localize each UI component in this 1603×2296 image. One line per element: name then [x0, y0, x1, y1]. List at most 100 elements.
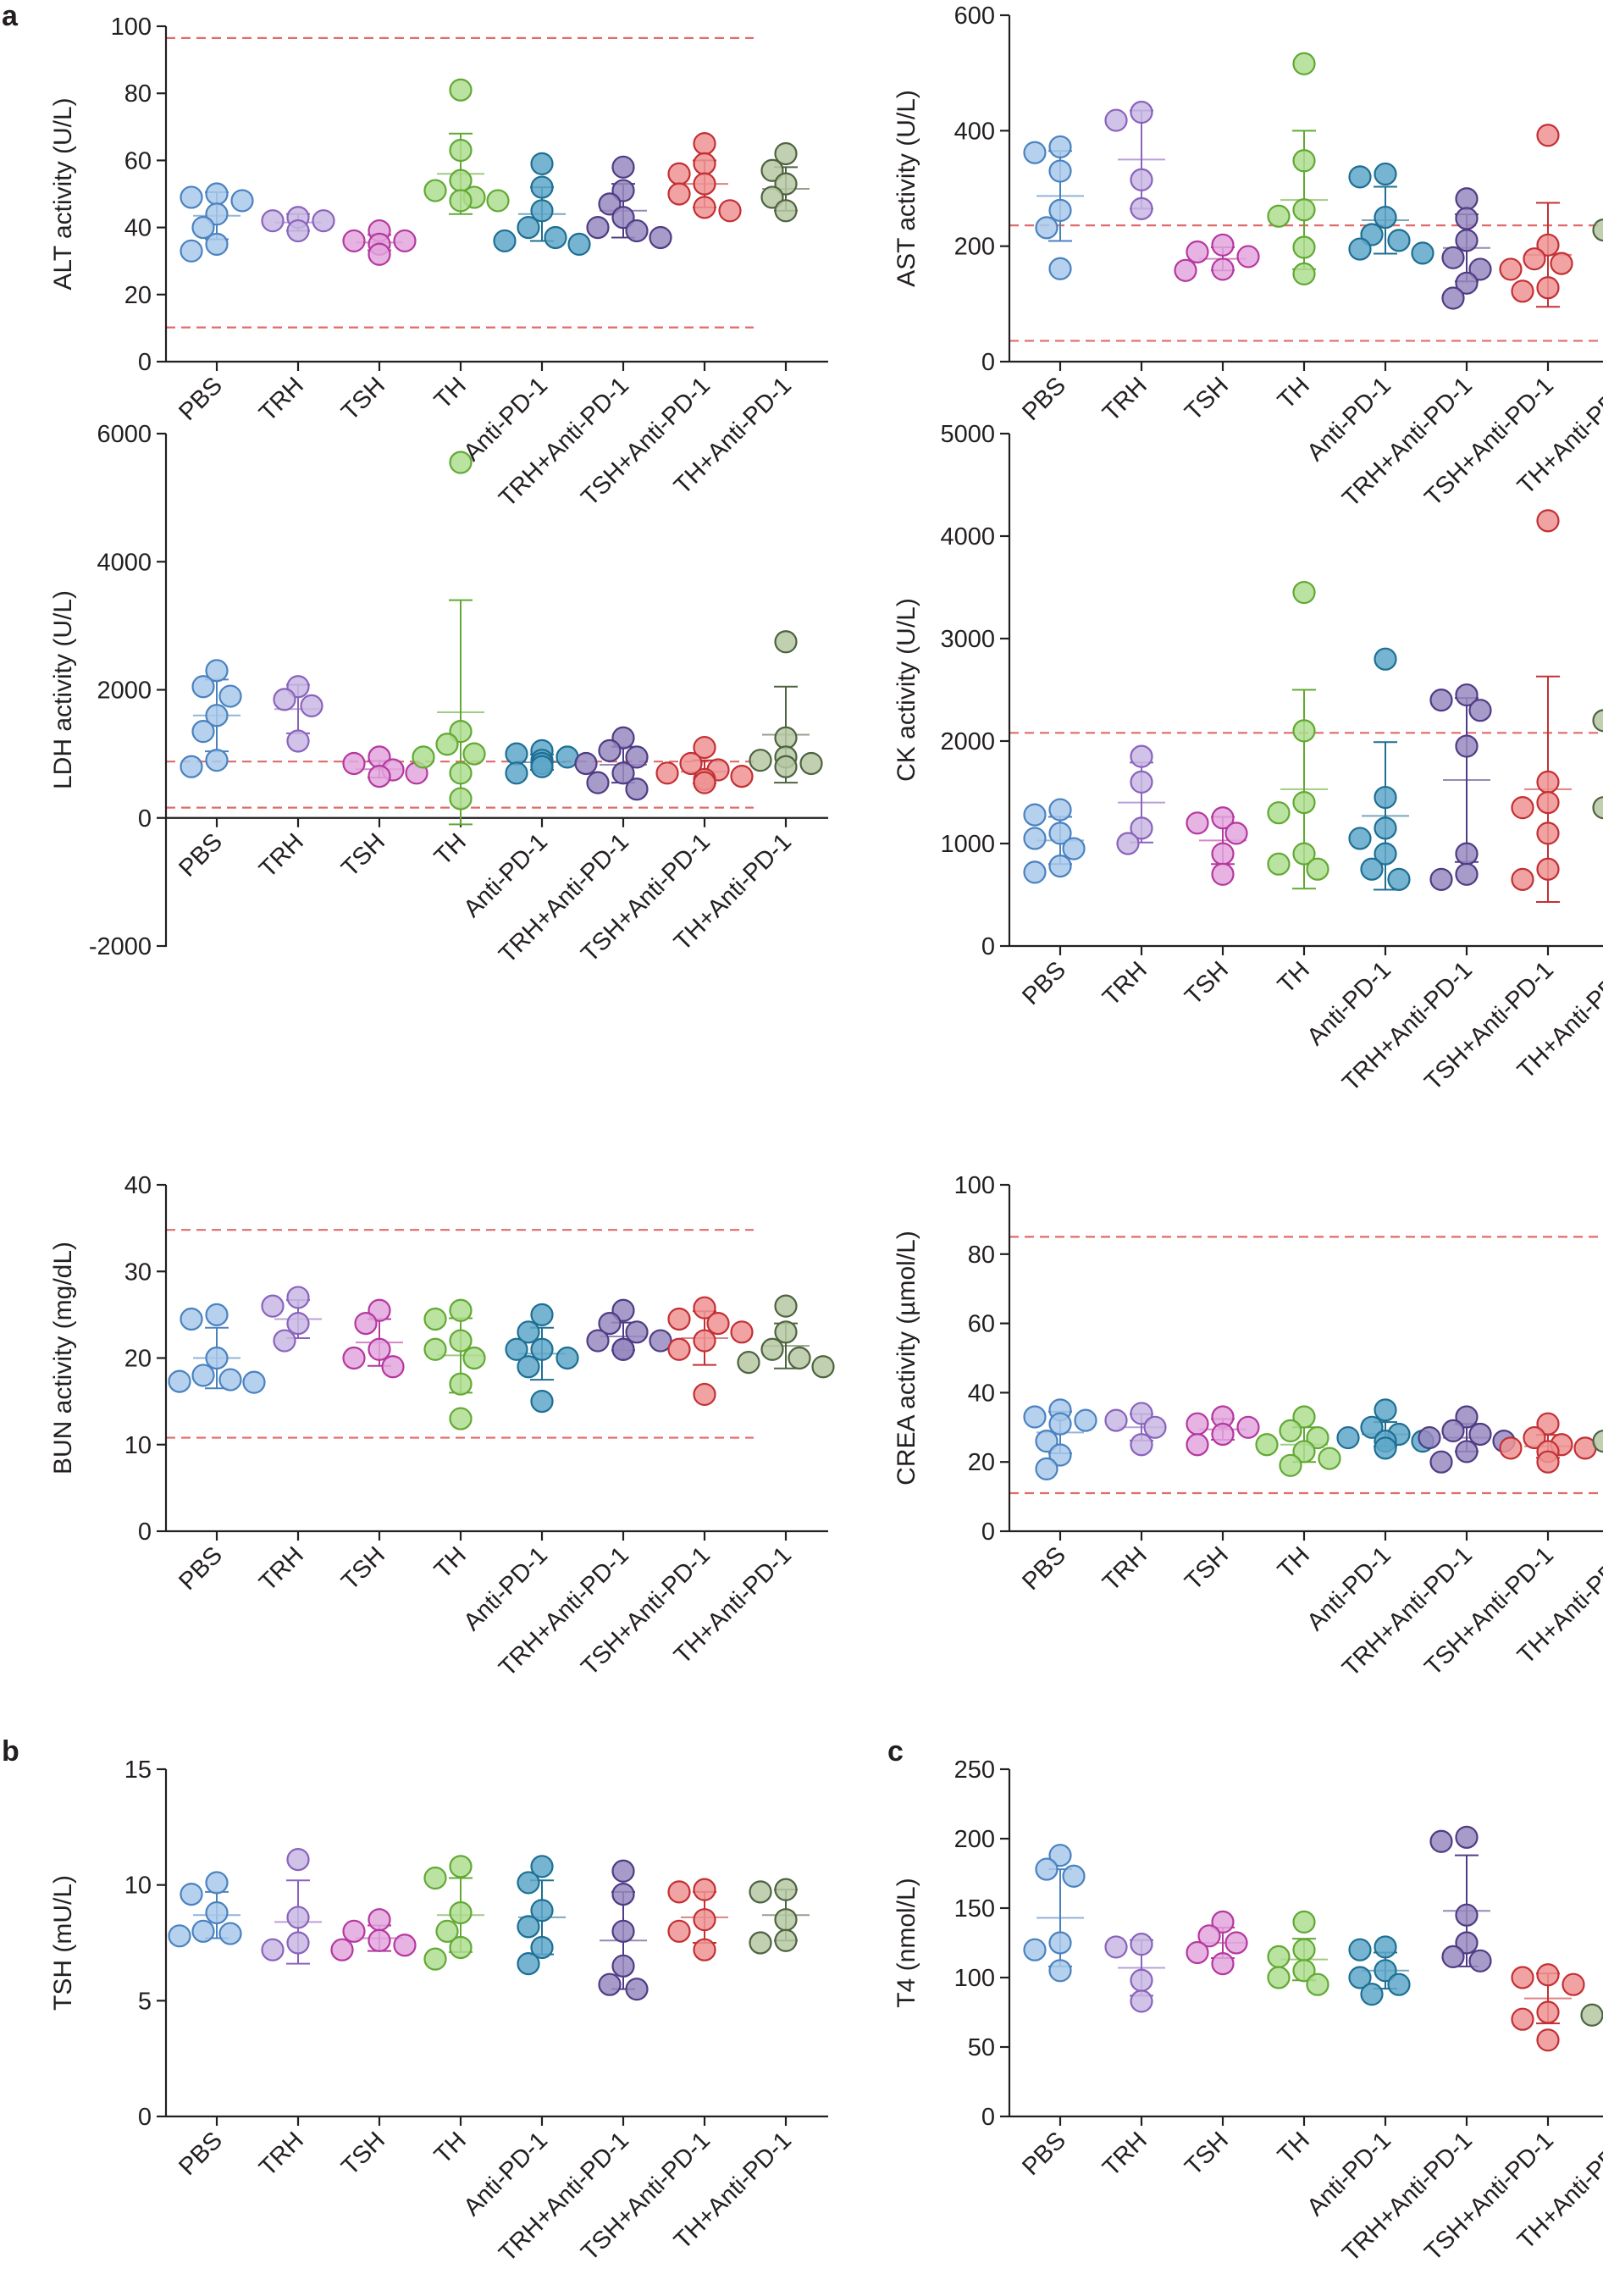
data-point: [261, 209, 285, 233]
y-tick-label: 0: [138, 2104, 152, 2131]
data-point: [1592, 709, 1603, 733]
data-point: [1267, 852, 1291, 876]
data-point: [1523, 1425, 1546, 1450]
data-point: [486, 189, 510, 213]
data-point: [205, 182, 229, 206]
data-point: [625, 1978, 649, 2001]
data-point: [1536, 1450, 1560, 1474]
y-tick-label: 600: [954, 3, 995, 30]
y-tick-label: 0: [981, 1519, 995, 1546]
data-point: [1130, 1968, 1153, 1992]
data-point: [1374, 842, 1397, 866]
data-point: [1116, 832, 1140, 855]
data-point: [205, 659, 229, 683]
data-point: [300, 694, 323, 718]
data-point: [1374, 1398, 1397, 1422]
x-tick-label: TSH: [1180, 372, 1234, 426]
data-point: [1336, 1425, 1360, 1450]
data-point: [1236, 245, 1260, 268]
x-tick-label: TH: [429, 1541, 472, 1584]
data-point: [1104, 1935, 1128, 1959]
data-point: [517, 216, 540, 240]
data-point: [774, 1294, 798, 1318]
data-point: [381, 1355, 405, 1379]
data-point: [517, 1355, 540, 1379]
data-point: [435, 733, 459, 756]
data-point: [1455, 1931, 1479, 1955]
y-tick-label: 400: [954, 118, 995, 145]
data-point: [1306, 1972, 1329, 1996]
data-point: [774, 1908, 798, 1932]
data-point: [1536, 233, 1560, 257]
x-tick-label: TH: [429, 828, 472, 871]
data-point: [449, 1935, 473, 1960]
y-tick-label: 100: [111, 14, 152, 41]
data-point: [1211, 1422, 1235, 1447]
data-point: [693, 196, 716, 219]
data-point: [1143, 1415, 1167, 1439]
data-point: [611, 179, 635, 202]
data-point: [1536, 276, 1560, 300]
data-point: [205, 232, 229, 256]
data-point: [625, 219, 649, 243]
x-tick-label: TRH: [254, 2127, 309, 2182]
data-point: [1499, 1436, 1523, 1460]
data-point: [449, 1372, 473, 1396]
data-point: [449, 1329, 473, 1353]
x-tick-label: PBS: [174, 372, 228, 426]
data-point: [168, 1369, 191, 1393]
data-point: [180, 1307, 203, 1331]
y-tick-label: 60: [968, 1311, 995, 1338]
x-tick-label: PBS: [1017, 956, 1071, 1010]
y-tick-label: 60: [124, 147, 152, 174]
data-point: [556, 1346, 579, 1370]
data-point: [449, 1407, 473, 1430]
data-point: [1292, 842, 1316, 866]
data-point: [368, 242, 391, 266]
data-point: [261, 1294, 285, 1318]
data-point: [693, 1329, 716, 1353]
data-point: [462, 1346, 486, 1370]
data-point: [286, 1906, 310, 1929]
data-point: [749, 1880, 772, 1904]
panel-label-b: b: [2, 1735, 19, 1768]
data-point: [1455, 1405, 1479, 1429]
y-tick-label: 40: [124, 215, 152, 242]
data-point: [1374, 1959, 1397, 1983]
data-point: [1418, 1425, 1441, 1450]
data-point: [1306, 857, 1329, 881]
data-point: [1387, 867, 1411, 891]
x-tick-label: PBS: [174, 828, 228, 882]
data-point: [368, 1337, 391, 1361]
data-point: [1348, 237, 1372, 261]
x-tick-label: TRH: [1097, 956, 1153, 1011]
data-point: [774, 1878, 798, 1901]
data-point: [1211, 862, 1235, 886]
data-point: [1292, 198, 1316, 222]
data-point: [218, 1922, 242, 1945]
data-point: [191, 720, 215, 744]
data-point: [286, 1286, 310, 1309]
data-point: [1536, 124, 1560, 147]
data-point: [1348, 1938, 1372, 1961]
y-tick-label: 150: [954, 1895, 995, 1923]
x-tick-label: TRH: [1097, 1541, 1153, 1596]
x-tick-label: TRH: [254, 1541, 309, 1596]
data-point: [1023, 827, 1047, 850]
data-point: [218, 684, 242, 708]
data-point: [1130, 744, 1153, 768]
data-point: [1411, 241, 1434, 265]
data-point: [412, 745, 435, 769]
y-tick-label: 0: [981, 349, 995, 376]
data-point: [449, 189, 473, 213]
data-point: [1292, 1910, 1316, 1934]
data-point: [312, 209, 335, 233]
data-point: [1374, 816, 1397, 840]
data-point: [693, 172, 716, 196]
data-point: [1130, 770, 1153, 794]
data-point: [1197, 1924, 1221, 1948]
data-point: [774, 755, 798, 778]
y-tick-label: 0: [981, 933, 995, 960]
y-tick-label: 6000: [97, 421, 152, 448]
